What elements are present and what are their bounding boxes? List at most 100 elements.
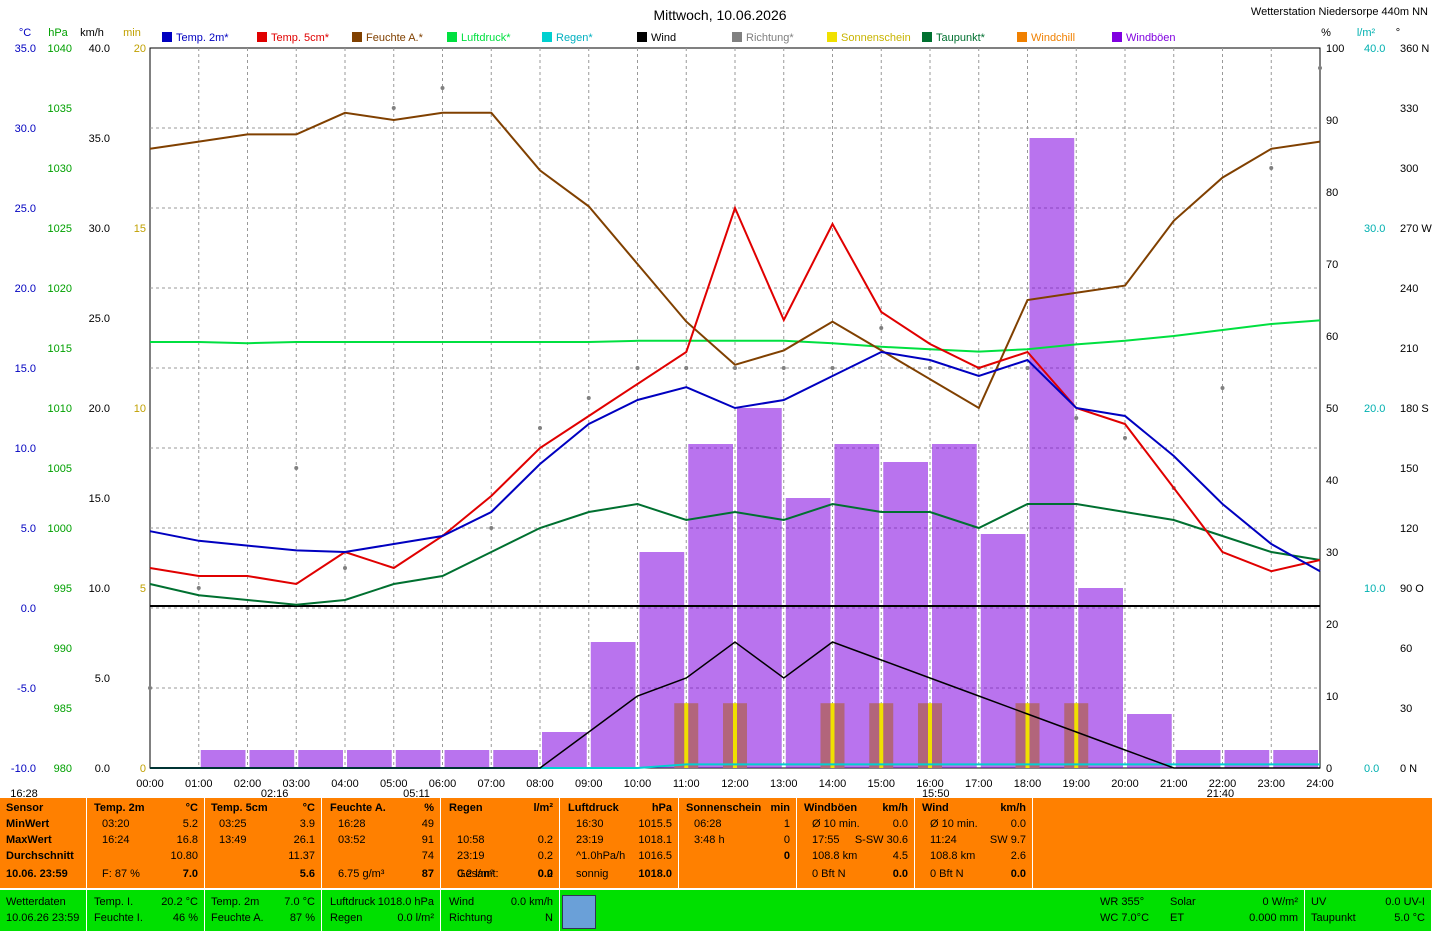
- time-marker: 15:50: [922, 788, 950, 798]
- direction-point: [196, 586, 201, 590]
- axis-tick-label: -5.0: [17, 683, 36, 695]
- axis-tick-label: 15: [134, 223, 146, 235]
- x-tick-label: 11:00: [673, 778, 700, 790]
- x-tick-label: 21:00: [1160, 778, 1188, 790]
- cell-value: 91: [421, 834, 434, 846]
- column-unit: %: [424, 802, 434, 814]
- column-unit: °C: [302, 802, 315, 814]
- cell-value: 20.2 °C: [161, 896, 198, 908]
- cell-label: Taupunkt: [1311, 912, 1356, 924]
- cell-value: 5.6: [299, 868, 315, 880]
- temp2m-column: Temp. 2m °C 03:20 5.2 16:24 16.8 10.80 F: 87 % 7…: [88, 798, 205, 888]
- cell-value: 0.0: [1010, 868, 1026, 880]
- legend-swatch: [827, 32, 837, 42]
- column-header: Sensor: [6, 802, 44, 814]
- direction-point: [733, 366, 737, 370]
- axis-tick-label: 985: [54, 703, 72, 715]
- cell-value: 0.0: [892, 868, 908, 880]
- legend-swatch: [732, 32, 742, 42]
- axis-tick-label: 1010: [48, 403, 72, 415]
- legend-swatch: [1017, 32, 1027, 42]
- cell-label: Richtung: [449, 912, 493, 924]
- feuchte-column: Feuchte A.% 16:28 49 03:52 91 74 6.75 g/m³ 87: [324, 798, 441, 888]
- cell-value: SW 9.7: [989, 834, 1026, 846]
- x-tick-label: 23:00: [1257, 778, 1285, 790]
- cell-value: 0: [783, 850, 790, 862]
- x-tick-label: 14:00: [819, 778, 847, 790]
- cell-value: 0.0 km/h: [510, 896, 553, 908]
- cell-label: Regen: [330, 912, 363, 924]
- legend-swatch: [922, 32, 932, 42]
- cell-value: 1018.1: [638, 834, 672, 846]
- cell-value: 0.0: [892, 818, 908, 830]
- cell-value: 1018.0 hPa: [377, 896, 434, 908]
- direction-point: [928, 366, 932, 370]
- direction-point: [440, 86, 445, 90]
- cell-value: 3.9: [299, 818, 315, 830]
- legend-swatch: [1112, 32, 1122, 42]
- pressure-line: [150, 319, 1321, 353]
- axis-tick-label: 1025: [48, 223, 72, 235]
- sonne-column: Sonnenschein min 06:28 1 3:48 h 0 0: [680, 798, 797, 888]
- axis-unit-label: hPa: [48, 27, 68, 39]
- gust-bar: [1127, 714, 1172, 768]
- cell-label: Luftdruck: [330, 896, 376, 908]
- direction-point: [294, 466, 299, 470]
- temp2m-line: [149, 350, 1321, 573]
- cell-label: UV: [1311, 896, 1327, 908]
- x-tick-label: 16:00: [916, 778, 944, 790]
- axis-tick-label: 30.0: [15, 123, 36, 135]
- cell-value: 1015.5: [638, 818, 672, 830]
- axis-tick-label: 15.0: [89, 493, 110, 505]
- cell-value: 0.2: [537, 850, 553, 862]
- x-tick-label: 04:00: [331, 778, 359, 790]
- windboeen-column: Windböen km/h Ø 10 min. 0.0 17:55 S-SW 30.6 10…: [798, 798, 915, 888]
- axis-tick-label: 360 N: [1400, 43, 1429, 55]
- axis-unit-label: km/h: [80, 27, 104, 39]
- gust-bar: [347, 750, 392, 768]
- axis-tick-label: 20.0: [89, 403, 110, 415]
- axis-tick-label: 330: [1400, 103, 1418, 115]
- uv-cell: UV 0.0 UV-I Taupunkt 5.0 °C: [1305, 890, 1432, 931]
- legend-item: Feuchte A.*: [352, 32, 424, 44]
- direction-point: [148, 686, 152, 690]
- cell-label: 03:20: [102, 818, 130, 830]
- cell-value: 5.0 °C: [1394, 912, 1425, 924]
- axis-unit-label: °: [1396, 27, 1400, 39]
- axis-tick-label: 35.0: [89, 133, 110, 145]
- cell-value: 87 %: [289, 912, 315, 924]
- axis-tick-label: 30.0: [89, 223, 110, 235]
- cell-label: 23:19: [576, 834, 604, 846]
- x-tick-label: 05:00: [380, 778, 408, 790]
- cell-label: 3:48 h: [694, 834, 725, 846]
- cell-value: 74: [421, 850, 434, 862]
- current-data-bar: Wetterdaten 10.06.26 23:59 Temp. I. 20.2 °C…: [0, 890, 1432, 931]
- wind-column: Wind km/h Ø 10 min. 0.0 11:24 SW 9.7 108.8 km 2…: [916, 798, 1033, 888]
- axis-tick-label: 1015: [48, 343, 72, 355]
- direction-point: [684, 366, 689, 370]
- cell-label: Solar: [1170, 896, 1196, 908]
- cell-label: Wind: [449, 896, 475, 908]
- legend-swatch: [162, 32, 172, 42]
- cell-label: 10.06.26 23:59: [6, 912, 80, 924]
- legend-label: Windböen: [1126, 32, 1176, 44]
- row-label: Durchschnitt: [6, 850, 74, 862]
- cell-label: 108.8 km: [930, 850, 976, 862]
- axis-tick-label: 90 O: [1400, 583, 1424, 595]
- axis-unit-label: %: [1321, 27, 1331, 39]
- column-unit: km/h: [882, 802, 908, 814]
- legend-label: Regen*: [556, 32, 593, 44]
- cell-value: 0.0: [1010, 818, 1026, 830]
- column-header: Wind: [922, 802, 949, 814]
- gust-bar: [1078, 588, 1123, 768]
- cell-value: 7.0 °C: [284, 896, 315, 908]
- x-tick-label: 00:00: [136, 778, 164, 790]
- weather-chart: Mittwoch, 10.06.2026 Wetterstation Niede…: [10, 6, 1432, 798]
- axis-tick-label: 150: [1400, 463, 1418, 475]
- windchill-value: WC 7.0°C: [1100, 912, 1150, 924]
- legend-label: Windchill: [1031, 32, 1075, 44]
- axis-tick-label: 25.0: [89, 313, 110, 325]
- axis-tick-label: 15.0: [15, 363, 36, 375]
- axis-tick-label: 70: [1326, 259, 1338, 271]
- time-marker: 05:11: [403, 788, 430, 798]
